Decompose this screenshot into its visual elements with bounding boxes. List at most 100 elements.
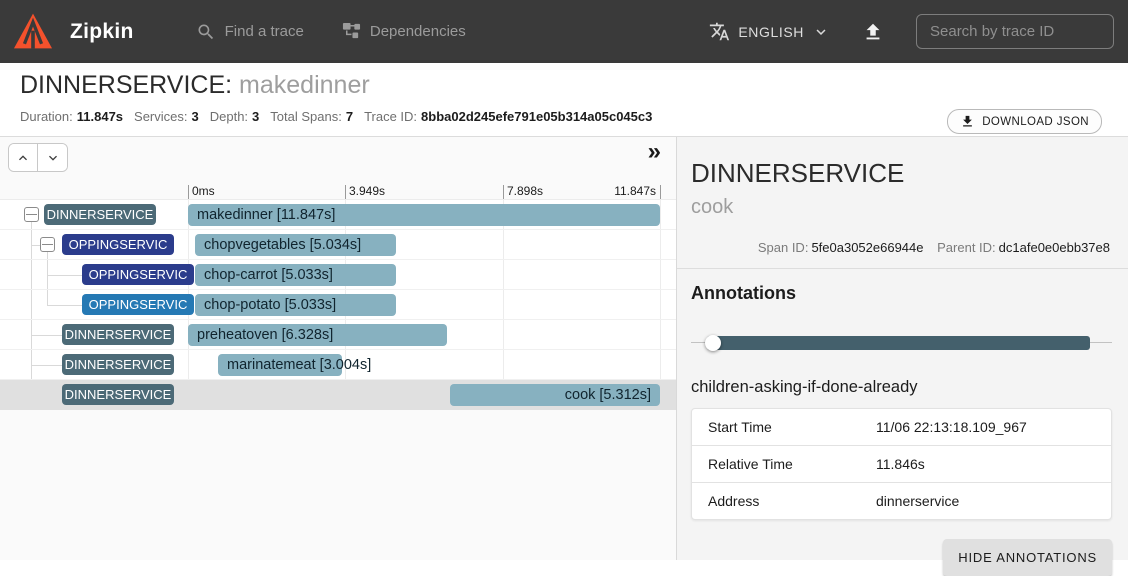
stat-value: 8bba02d245efe791e05b314a05c045c3	[421, 109, 653, 124]
span-duration-bar[interactable]: cook [5.312s]	[450, 384, 660, 406]
brand-title: Zipkin	[70, 19, 134, 43]
span-bar-label: cook [5.312s]	[564, 387, 651, 403]
span-row[interactable]: DINNERSERVICE preheatoven [6.328s]	[0, 320, 676, 350]
span-duration-bar[interactable]: chop-potato [5.033s]	[195, 294, 396, 316]
download-json-label: DOWNLOAD JSON	[982, 115, 1089, 128]
span-row[interactable]: DINNERSERVICE makedinner [11.847s]	[0, 200, 676, 230]
download-json-button[interactable]: DOWNLOAD JSON	[947, 109, 1102, 134]
parent-id-value: dc1afe0e0ebb37e8	[998, 240, 1110, 255]
span-bar-label: chop-carrot [5.033s]	[204, 267, 333, 283]
stat-label: Duration:	[20, 109, 73, 124]
stat-value: 11.847s	[76, 109, 124, 124]
language-label: ENGLISH	[738, 23, 804, 40]
nav-dependencies[interactable]: Dependencies	[342, 22, 466, 41]
annotation-row-label: Start Time	[708, 419, 772, 435]
span-duration-bar[interactable]: preheatoven [6.328s]	[188, 324, 447, 346]
detail-service-name: DINNERSERVICE	[691, 158, 905, 188]
stat-value: 3	[191, 109, 199, 124]
language-selector[interactable]: ENGLISH	[709, 21, 830, 42]
annotation-slider	[691, 335, 1112, 351]
span-duration-bar[interactable]: chop-carrot [5.033s]	[195, 264, 396, 286]
search-trace-id-input[interactable]	[916, 14, 1114, 49]
dependencies-icon	[342, 22, 360, 39]
annotation-row-label: Relative Time	[708, 456, 793, 472]
tick-label: 3.949s	[349, 184, 386, 198]
service-badge[interactable]: DINNERSERVICE	[44, 204, 156, 225]
span-id: Span ID: 5fe0a3052e66944e	[758, 240, 924, 255]
service-badge[interactable]: OPPINGSERVIC	[82, 264, 194, 285]
span-ids: Span ID: 5fe0a3052e66944e Parent ID: dc1af…	[691, 240, 1112, 255]
span-duration-bar[interactable]: chopvegetables [5.034s]	[195, 234, 396, 256]
detail-span-name: cook	[691, 196, 734, 218]
span-bar-label: preheatoven [6.328s]	[197, 327, 334, 343]
span-row[interactable]: DINNERSERVICE cook [5.312s]	[0, 380, 676, 410]
collapse-children-icon[interactable]	[40, 237, 55, 252]
annotation-row-label: Address	[708, 493, 760, 509]
annotation-row-value: dinnerservice	[876, 493, 960, 509]
span-row[interactable]: OPPINGSERVIC chop-carrot [5.033s]	[0, 260, 676, 290]
gridline	[503, 200, 504, 410]
trace-service-name: DINNERSERVICE	[20, 71, 226, 99]
annotation-table: Start Time 11/06 22:13:18.109_967 Relative…	[691, 408, 1112, 520]
service-badge[interactable]: OPPINGSERVIC	[82, 294, 194, 315]
span-detail-panel: DINNERSERVICE cook Span ID: 5fe0a3052e669…	[677, 137, 1128, 576]
span-id-label: Span ID:	[757, 240, 809, 255]
tree-connector	[31, 222, 32, 395]
upload-trace-button[interactable]	[862, 21, 884, 43]
scroll-down-button[interactable]	[38, 144, 67, 171]
annotation-table-row: Address dinnerservice	[692, 483, 1111, 519]
chevron-up-icon	[19, 154, 27, 160]
scroll-up-button[interactable]	[9, 144, 38, 171]
stat-label: Trace ID:	[364, 109, 418, 124]
annotation-table-row: Start Time 11/06 22:13:18.109_967	[692, 409, 1111, 446]
chevron-down-icon	[816, 28, 826, 35]
divider	[677, 268, 1128, 269]
parent-id-label: Parent ID:	[937, 240, 996, 255]
service-badge[interactable]: DINNERSERVICE	[62, 354, 174, 375]
expand-detail-panel-icon[interactable]: »	[647, 138, 661, 165]
trace-stat: Trace ID: 8bba02d245efe791e05b314a05c045c…	[364, 109, 652, 124]
slider-knob[interactable]	[705, 335, 721, 351]
collapse-children-icon[interactable]	[24, 207, 39, 222]
tree-connector	[47, 305, 82, 306]
translate-icon	[710, 22, 730, 41]
nav-links: Find a trace Dependencies	[196, 22, 466, 42]
stat-label: Depth:	[209, 109, 249, 124]
zipkin-logo-icon	[13, 13, 53, 48]
trace-stat: Total Spans: 7	[270, 109, 353, 124]
annotation-row-value: 11/06 22:13:18.109_967	[876, 419, 1027, 435]
nav-find-a-trace[interactable]: Find a trace	[196, 22, 304, 42]
upload-icon	[866, 23, 880, 39]
tick-label: 7.898s	[507, 184, 544, 198]
trace-stat: Depth: 3	[210, 109, 260, 124]
annotation-row-value: 11.846s	[876, 456, 925, 472]
span-row[interactable]: OPPINGSERVIC chop-potato [5.033s]	[0, 290, 676, 320]
service-badge[interactable]: DINNERSERVICE	[62, 384, 174, 405]
span-duration-bar[interactable]: makedinner [11.847s]	[188, 204, 660, 226]
trace-stats: Duration: 11.847s Services: 3 Depth: 3 Total S…	[20, 109, 1128, 124]
service-badge[interactable]: OPPINGSERVIC	[62, 234, 174, 255]
span-row[interactable]: OPPINGSERVIC chopvegetables [5.034s]	[0, 230, 676, 260]
hide-annotations-button[interactable]: HIDE ANNOTATIONS	[943, 539, 1112, 576]
tick-label: 11.847s	[614, 184, 656, 198]
gridline	[660, 200, 661, 410]
trace-header: DINNERSERVICE: makedinner Duration: 11.84…	[0, 63, 1128, 137]
trace-title-separator: :	[225, 71, 233, 99]
nav-find-a-trace-label: Find a trace	[224, 23, 304, 40]
tree-connector	[31, 365, 62, 366]
span-duration-bar[interactable]: marinatemeat [3.004s]	[218, 354, 371, 376]
stat-label: Total Spans:	[270, 109, 342, 124]
timeline-controls: »	[0, 137, 676, 180]
download-icon	[963, 115, 973, 127]
service-badge[interactable]: DINNERSERVICE	[62, 324, 174, 345]
timeline-rows: DINNERSERVICE makedinner [11.847s] OPPINGS…	[0, 199, 676, 410]
tree-connector	[47, 275, 82, 276]
row-navigation-buttons	[8, 143, 68, 172]
slider-range-bar[interactable]	[707, 336, 1090, 350]
trace-title: DINNERSERVICE: makedinner	[20, 71, 1128, 100]
trace-stat: Services: 3	[134, 109, 199, 124]
tick-mark	[345, 185, 346, 199]
nav-dependencies-label: Dependencies	[369, 23, 466, 40]
stat-value: 3	[252, 109, 260, 124]
span-row[interactable]: DINNERSERVICE marinatemeat [3.004s]	[0, 350, 676, 380]
